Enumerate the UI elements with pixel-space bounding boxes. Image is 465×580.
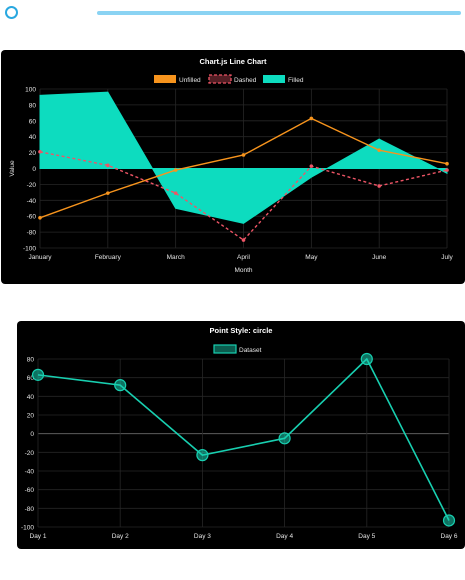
chart2-xtick-label: Day 5: [358, 533, 375, 540]
chart1-ytick-label: 80: [29, 102, 37, 109]
chart2-legend-swatch-dataset: [213, 344, 237, 354]
chart1-ytick-label: -20: [27, 182, 37, 189]
chart1-xtick-label: February: [95, 254, 122, 261]
chart2-title: Point Style: circle: [210, 326, 273, 335]
chart1-xtick-label: January: [28, 254, 52, 261]
chart1-xtick-label: June: [372, 254, 386, 261]
chart1-legend-label-filled: Filled: [288, 77, 304, 84]
chart1-title: Chart.js Line Chart: [199, 57, 267, 66]
chart2-ytick-label: 20: [27, 413, 35, 420]
chart1-point-unfilled: [445, 161, 449, 166]
chart1-y-axis-label: Value: [9, 160, 16, 177]
chart2-xtick-label: Day 1: [30, 533, 47, 540]
chart1-x-axis-label: Month: [234, 267, 252, 274]
point-style-chart-panel: Point Style: circle Dataset 80 60 40 20 0 -20 -4…: [17, 321, 465, 549]
chart1-ytick-label: -40: [27, 198, 37, 205]
chart2-xtick-label: Day 2: [112, 533, 129, 540]
chart2-ytick-label: 40: [27, 394, 35, 401]
chart1-legend-label-dashed: Dashed: [234, 77, 257, 84]
chart1-ytick-label: -100: [23, 246, 36, 253]
chart2-point-dataset: [196, 449, 209, 462]
chart1-point-dashed: [241, 238, 246, 242]
line-chart-svg: Chart.js Line Chart Unfilled Dashed Filled 1…: [9, 57, 454, 274]
chart2-ytick-label: 0: [30, 431, 34, 438]
chart1-point-dashed: [377, 184, 381, 188]
chart2-point-dataset: [31, 368, 45, 381]
chart1-xtick-label: March: [167, 254, 185, 261]
chart1-point-dashed: [445, 168, 449, 172]
chart1-ytick-label: 100: [25, 87, 36, 94]
top-progress-bar: [97, 11, 461, 15]
chart1-point-dashed: [309, 164, 314, 168]
chart2-point-dataset: [278, 432, 291, 445]
chart2-ytick-label: -20: [25, 450, 35, 457]
chart2-ytick-label: 80: [27, 357, 35, 364]
chart1-ytick-label: 20: [29, 150, 37, 157]
chart2-legend-label-dataset: Dataset: [239, 347, 262, 354]
chart1-ytick-label: -60: [27, 214, 37, 221]
point-style-chart-svg: Point Style: circle Dataset 80 60 40 20 0 -20 -4…: [21, 326, 458, 540]
chart2-xtick-label: Day 4: [276, 533, 293, 540]
chart2-ytick-label: -80: [25, 506, 35, 513]
chart2-xtick-label: Day 6: [441, 533, 458, 540]
chart2-series-line-dataset: [37, 357, 450, 521]
chart1-xtick-label: April: [237, 254, 251, 261]
line-chart-panel: Chart.js Line Chart Unfilled Dashed Filled 1…: [1, 50, 465, 284]
chart1-point-dashed: [173, 191, 178, 195]
chart2-point-dataset: [360, 352, 373, 366]
chart1-point-unfilled: [241, 153, 246, 157]
chart1-point-unfilled: [106, 191, 110, 195]
chart2-xtick-label: Day 3: [194, 533, 211, 540]
chart2-ytick-label: -60: [25, 487, 35, 494]
chart2-ytick-label: 60: [27, 375, 35, 382]
chart1-point-unfilled: [309, 116, 314, 121]
chart2-ytick-label: -100: [21, 525, 34, 532]
chart1-xtick-label: July: [441, 254, 453, 261]
chart1-legend-label-unfilled: Unfilled: [179, 77, 201, 84]
chart1-point-unfilled: [173, 168, 178, 172]
chart1-legend-swatch-dashed: [208, 74, 232, 84]
logo-ring-icon: [5, 6, 18, 19]
chart1-xtick-label: May: [305, 254, 318, 261]
chart1-legend-swatch-unfilled: [154, 75, 176, 83]
chart2-ytick-label: -40: [25, 469, 35, 476]
chart1-ytick-label: -80: [27, 230, 37, 237]
chart1-ytick-label: 40: [29, 134, 37, 141]
chart1-point-dashed: [106, 163, 110, 168]
chart2-point-dataset: [114, 379, 127, 392]
chart1-point-dashed: [38, 150, 42, 154]
chart1-ytick-label: 0: [32, 166, 36, 173]
chart2-point-dataset: [442, 514, 456, 527]
chart1-point-unfilled: [38, 215, 42, 220]
chart1-ytick-label: 60: [29, 118, 37, 125]
chart1-point-unfilled: [377, 148, 381, 153]
chart1-legend-swatch-filled: [263, 75, 285, 83]
